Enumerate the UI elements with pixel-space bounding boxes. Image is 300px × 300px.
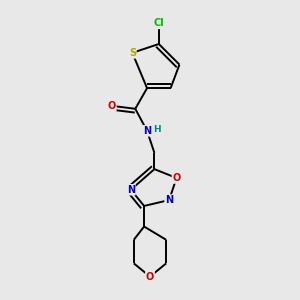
Text: S: S [129, 48, 136, 58]
Text: O: O [172, 173, 181, 183]
Text: H: H [154, 125, 161, 134]
Text: O: O [146, 272, 154, 282]
Text: N: N [165, 195, 173, 205]
Text: O: O [108, 101, 116, 111]
Text: N: N [143, 126, 151, 136]
Text: N: N [127, 185, 135, 195]
Text: Cl: Cl [154, 18, 164, 28]
